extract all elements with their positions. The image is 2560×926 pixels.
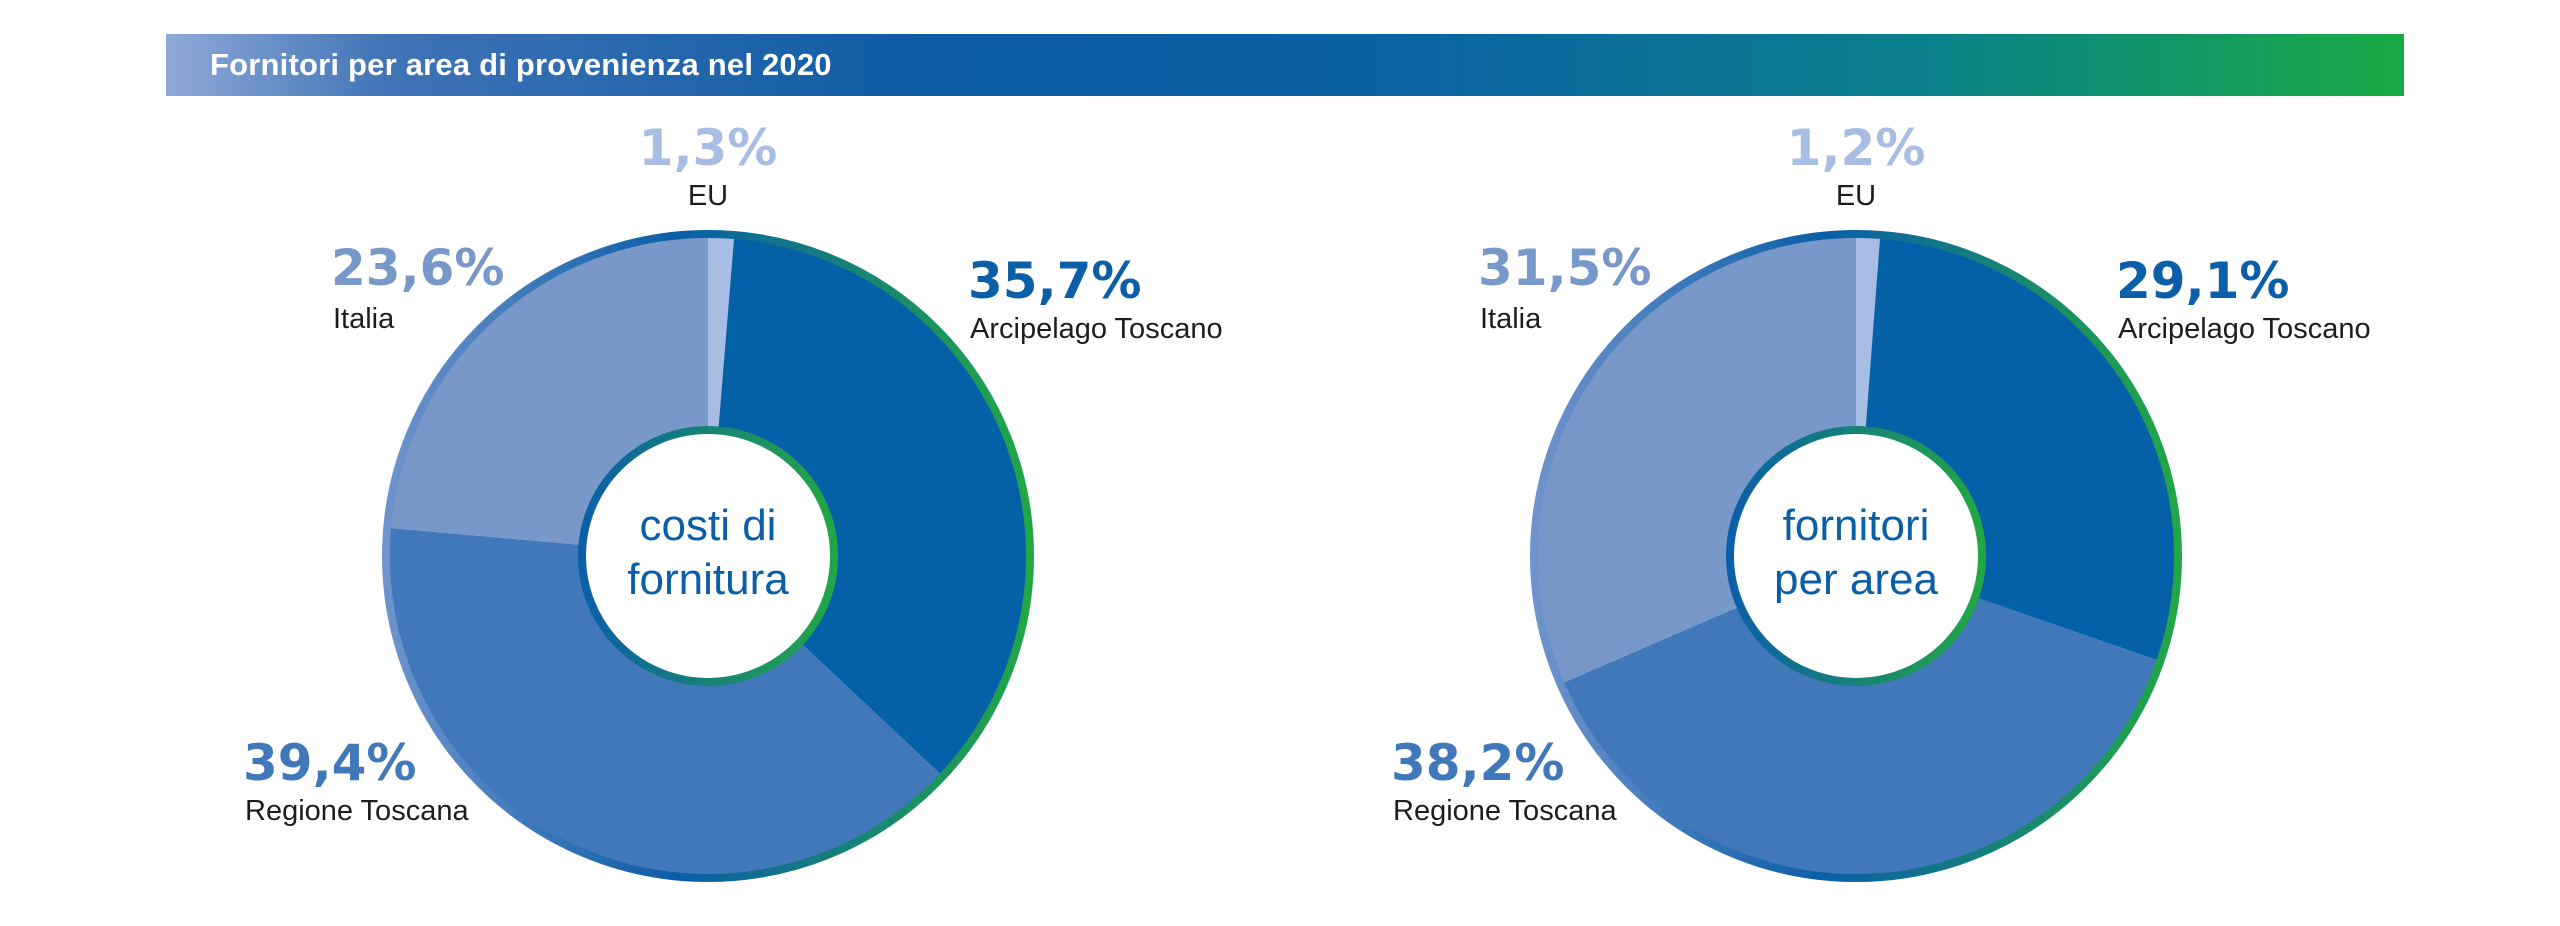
center-hole: [578, 426, 838, 686]
center-label-line2: fornitura: [627, 555, 789, 604]
value-label-italia: 31,5%: [1478, 239, 1651, 297]
value-label-eu: 1,3%: [639, 119, 778, 177]
slice-regione-toscana: [1562, 556, 2159, 876]
value-label-italia: 23,6%: [331, 239, 504, 297]
center-label-line1: fornitori: [1783, 501, 1930, 550]
outer-ring: [382, 230, 1034, 882]
category-label-eu: EU: [1836, 180, 1876, 212]
category-label-italia: Italia: [1480, 303, 1542, 335]
value-label-regione: 39,4%: [243, 734, 416, 792]
center-hole: [1726, 426, 1986, 686]
category-label-regione: Regione Toscana: [245, 795, 469, 827]
category-label-arcipelago: Arcipelago Toscano: [970, 313, 1223, 345]
outer-ring: [1530, 230, 2182, 882]
category-label-arcipelago: Arcipelago Toscano: [2118, 313, 2371, 345]
donut-chart-costi: costi di fornitura 1,3% EU 35,7% Arcipel…: [243, 119, 1223, 882]
chart-title: Fornitori per area di provenienza nel 20…: [210, 47, 832, 82]
center-label-line2: per area: [1774, 555, 1938, 604]
slice-regione-toscana: [388, 527, 942, 877]
title-banner: Fornitori per area di provenienza nel 20…: [166, 34, 2404, 96]
value-label-arcipelago: 29,1%: [2116, 252, 2289, 310]
donut-chart-fornitori: fornitori per area 1,2% EU 29,1% Arcipel…: [1391, 119, 2371, 882]
category-label-eu: EU: [688, 180, 728, 212]
category-label-italia: Italia: [333, 303, 395, 335]
value-label-regione: 38,2%: [1391, 734, 1564, 792]
slice-arcipelago-toscano: [708, 237, 1029, 776]
category-label-regione: Regione Toscana: [1393, 795, 1617, 827]
center-label-line1: costi di: [640, 501, 777, 550]
value-label-arcipelago: 35,7%: [968, 252, 1141, 310]
value-label-eu: 1,2%: [1787, 119, 1926, 177]
